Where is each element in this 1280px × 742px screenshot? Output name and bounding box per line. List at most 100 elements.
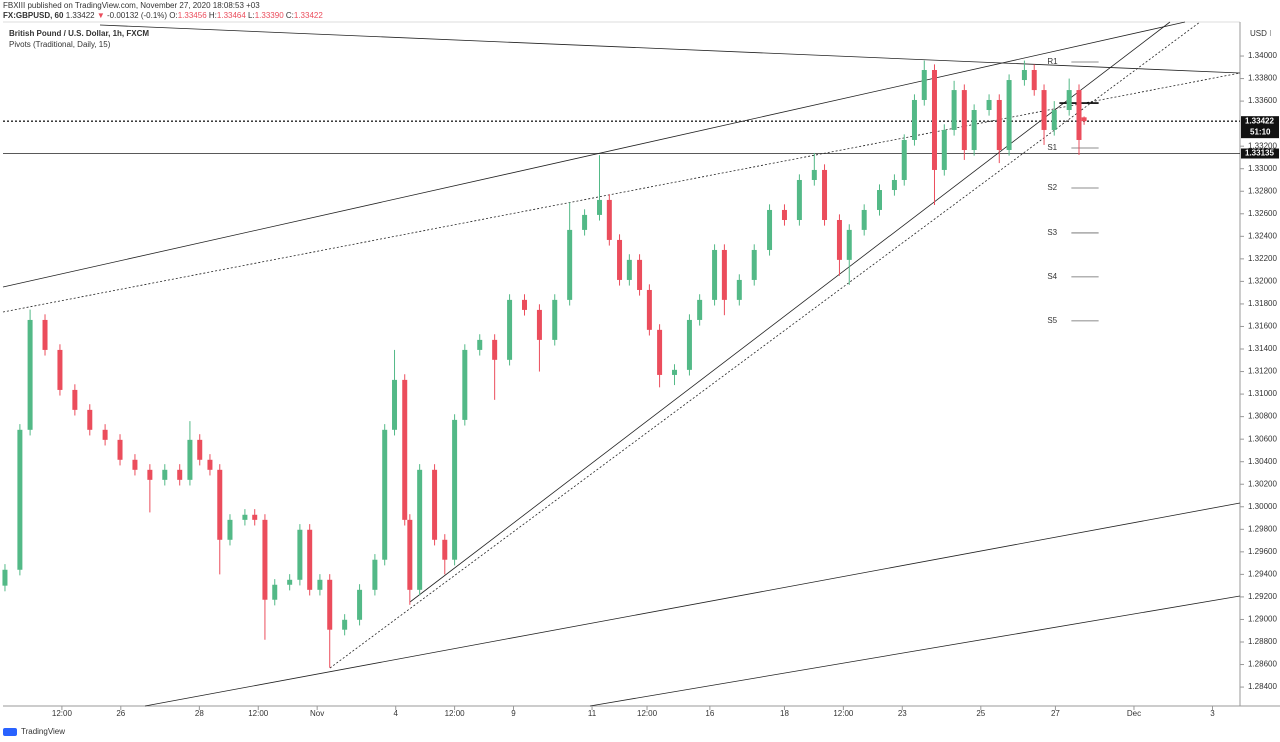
candle-body: [637, 259, 643, 290]
arrow: ▼: [97, 11, 105, 20]
pivot-label: S5: [1047, 316, 1057, 325]
y-tick-label: 1.31000: [1248, 389, 1277, 398]
candle-body: [407, 519, 413, 590]
pivot-label: S1: [1047, 143, 1057, 152]
x-tick-label: 12:00: [445, 709, 466, 718]
candle-body: [646, 289, 652, 330]
y-tick-label: 1.32400: [1248, 231, 1277, 240]
candle-body: [767, 209, 773, 250]
candle-body: [242, 514, 248, 520]
trend-lines: [2, 21, 1241, 707]
candle-body: [227, 519, 233, 540]
candle-body: [287, 579, 293, 585]
candle-body: [307, 529, 313, 590]
y-tick-label: 1.33000: [1248, 164, 1277, 173]
trend-line: [99, 24, 1241, 74]
y-tick-label: 1.33200: [1248, 141, 1277, 150]
c-value: 1.33422: [294, 11, 323, 20]
y-tick-label: 1.31200: [1248, 367, 1277, 376]
candle-body: [2, 569, 8, 586]
y-tick-label: 1.29600: [1248, 547, 1277, 556]
candle-body: [1081, 117, 1087, 122]
price-label-box: [1241, 116, 1279, 139]
l-value: 1.33390: [255, 11, 284, 20]
instrument: British Pound / U.S. Dollar, 1h, FXCM: [9, 29, 149, 38]
candle-body: [357, 589, 363, 620]
x-tick-label: 26: [116, 709, 125, 718]
candle-body: [1031, 70, 1037, 91]
candle-body: [372, 559, 378, 590]
x-tick-label: 25: [976, 709, 985, 718]
x-tick-label: 12:00: [637, 709, 658, 718]
candle-body: [147, 469, 153, 480]
candle-body: [836, 219, 842, 260]
candle-body: [27, 319, 33, 430]
y-tick-label: 1.30200: [1248, 479, 1277, 488]
c-label: C:: [286, 11, 294, 20]
logo-text: TradingView: [21, 727, 65, 736]
y-tick-label: 1.28600: [1248, 660, 1277, 669]
x-tick-label: 28: [195, 709, 204, 718]
candle-body: [317, 579, 323, 590]
candle-body: [1076, 90, 1082, 140]
y-tick-label: 1.33600: [1248, 96, 1277, 105]
last-price: 1.33422: [66, 11, 95, 20]
candle-body: [297, 529, 303, 580]
symbol: FX:GBPUSD, 60: [3, 11, 64, 20]
symbol-line: FX:GBPUSD, 60 1.33422 ▼ -0.00132 (-0.1%)…: [3, 11, 323, 20]
candle-body: [1021, 70, 1027, 81]
candle-body: [961, 90, 967, 151]
x-tick-label: 9: [511, 709, 516, 718]
candle-body: [606, 199, 612, 240]
y-tick-label: 1.32000: [1248, 277, 1277, 286]
candle-body: [1041, 90, 1047, 130]
y-tick-label: 1.31600: [1248, 322, 1277, 331]
trend-line: [2, 72, 1241, 313]
y-tick-label: 1.30400: [1248, 457, 1277, 466]
x-tick-label: Dec: [1127, 709, 1141, 718]
candle-body: [417, 469, 423, 590]
x-tick-label: 12:00: [833, 709, 854, 718]
candle-body: [492, 339, 498, 360]
candle-body: [162, 469, 168, 480]
candle-body: [217, 469, 223, 540]
candle-body: [382, 429, 388, 560]
y-tick-label: 1.31400: [1248, 344, 1277, 353]
candle-body: [462, 349, 468, 420]
trend-line: [409, 21, 1171, 603]
candle-body: [327, 579, 333, 630]
x-tick-label: 4: [393, 709, 398, 718]
candle-body: [402, 379, 408, 520]
candle-body: [1051, 110, 1057, 130]
candle-body: [452, 419, 458, 560]
candle-body: [17, 429, 23, 570]
y-tick-label: 1.33800: [1248, 74, 1277, 83]
candle-body: [986, 99, 992, 111]
y-tick-label: 1.29400: [1248, 569, 1277, 578]
currency: USD ⁝: [1250, 29, 1272, 38]
candle-body: [697, 299, 703, 320]
candle-body: [996, 99, 1002, 151]
y-tick-label: 1.30000: [1248, 502, 1277, 511]
candle-body: [617, 239, 623, 280]
candle-body: [861, 209, 867, 230]
candle-body: [207, 459, 213, 470]
candle-body: [552, 299, 558, 340]
x-tick-label: 27: [1051, 709, 1060, 718]
candle-body: [567, 229, 573, 300]
candle-body: [392, 379, 398, 430]
candle-body: [1066, 90, 1072, 111]
pivot-label: R1: [1047, 57, 1058, 66]
y-tick-label: 1.34000: [1248, 51, 1277, 60]
y-tick-label: 1.28400: [1248, 682, 1277, 691]
x-tick-label: 3: [1210, 709, 1215, 718]
candle-body: [811, 169, 817, 180]
o-label: O:: [169, 11, 177, 20]
price-label-box: [1241, 148, 1279, 159]
candle-body: [941, 129, 947, 170]
pivot-label: S2: [1047, 183, 1057, 192]
candle-body: [262, 519, 268, 600]
trend-line: [144, 502, 1241, 707]
candle-body: [712, 249, 718, 300]
